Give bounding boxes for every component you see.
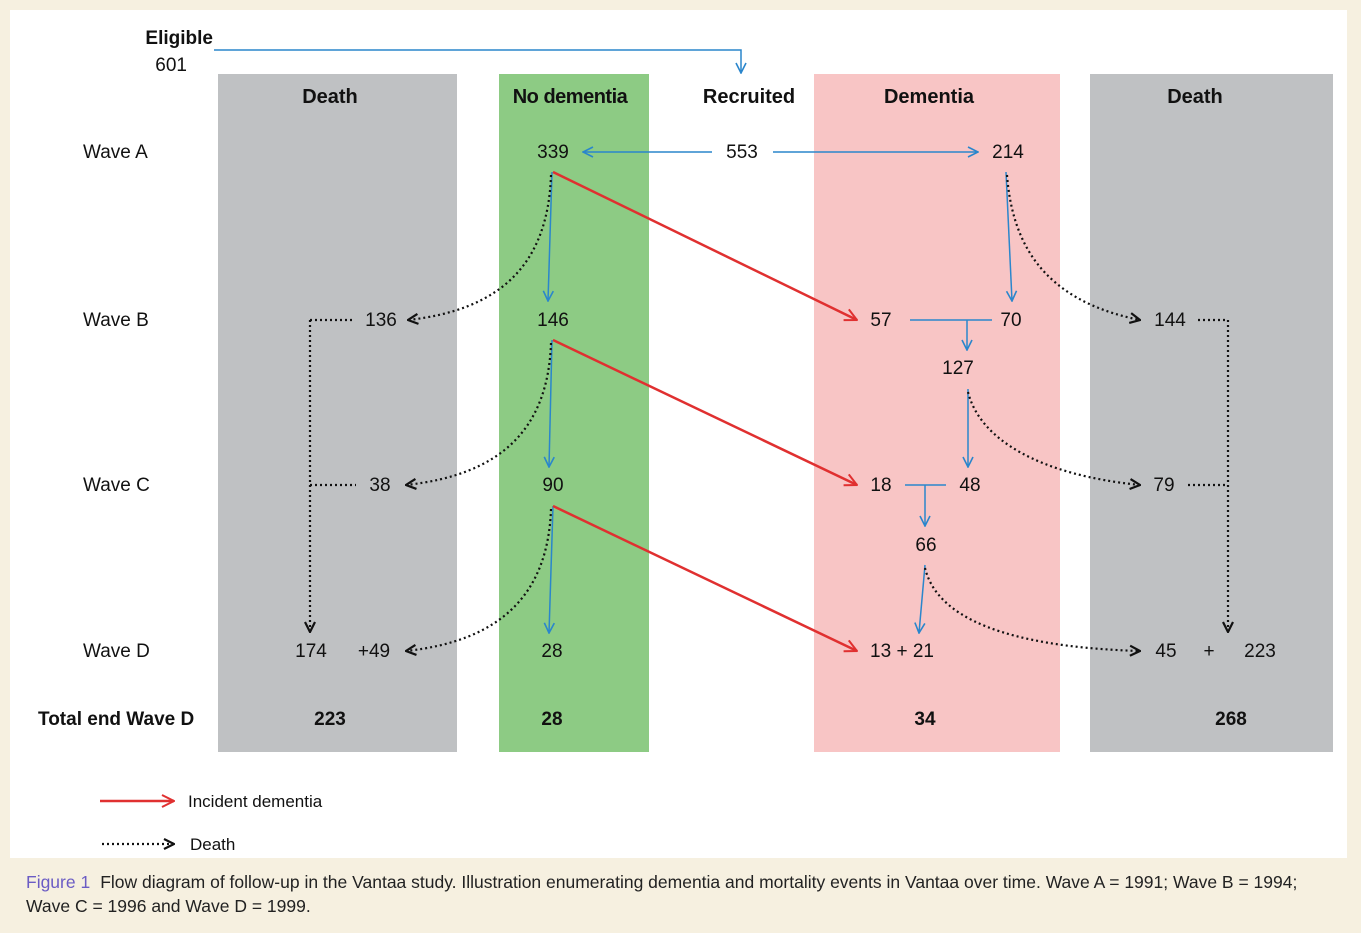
- incident-b-to-c-arrow: [552, 338, 857, 485]
- no-dementia-a-to-b-arrow: [548, 171, 552, 301]
- death-no-dementia-b-to-c: [406, 342, 553, 485]
- death-dementia-c-to-d: [923, 567, 1140, 651]
- d-no-dementia-count: 28: [541, 641, 563, 662]
- c-prevalent-count: 48: [959, 475, 981, 496]
- c-no-dementia-count: 90: [542, 475, 564, 496]
- a-dementia-count: 214: [992, 142, 1024, 163]
- no-dementia-header: No dementia: [512, 86, 628, 108]
- death-dementia-a-to-b: [1005, 174, 1140, 320]
- death-right-header: Death: [1167, 86, 1223, 108]
- death-no-dementia-c-to-d: [406, 508, 553, 651]
- incident-c-to-d-arrow: [552, 504, 857, 651]
- total-death-right: 268: [1215, 709, 1247, 730]
- d-plus-sign: +: [1203, 641, 1215, 662]
- b-prevalent-count: 70: [1000, 310, 1022, 331]
- c-incident-count: 18: [870, 475, 892, 496]
- no-dementia-column: [499, 74, 649, 752]
- dementia-c-to-d-arrow: [919, 564, 926, 633]
- dementia-column: [814, 74, 1060, 752]
- total-label: Total end Wave D: [38, 709, 195, 730]
- d-death-right-cumulative: 223: [1244, 641, 1276, 662]
- incident-a-to-b-arrow: [552, 170, 857, 320]
- wave-c-label: Wave C: [83, 475, 150, 496]
- c-death-left-count: 38: [369, 475, 391, 496]
- no-dementia-c-to-d-arrow: [549, 505, 553, 633]
- death-left-header: Death: [302, 86, 358, 108]
- c-dementia-total-count: 66: [915, 535, 937, 556]
- death-no-dementia-a-to-b: [408, 174, 553, 320]
- figure-label: Figure 1: [26, 872, 91, 892]
- no-dementia-b-to-c-arrow: [549, 339, 552, 467]
- eligible-count: 601: [155, 55, 187, 76]
- death-dementia-b-to-c: [966, 391, 1140, 485]
- dementia-a-to-b-arrow: [1005, 171, 1012, 301]
- b-incident-count: 57: [870, 310, 892, 331]
- legend-death-label: Death: [190, 835, 236, 854]
- wave-d-label: Wave D: [83, 641, 150, 662]
- death-right-column: [1090, 74, 1333, 752]
- total-death-left: 223: [314, 709, 346, 730]
- b-no-dementia-count: 146: [537, 310, 569, 331]
- wave-b-label: Wave B: [83, 310, 149, 331]
- d-death-left-new: +49: [357, 641, 391, 662]
- legend-incident-label: Incident dementia: [188, 792, 323, 811]
- b-dementia-total-count: 127: [942, 358, 974, 379]
- b-death-left-count: 136: [365, 310, 397, 331]
- d-death-left-cumulative: 174: [295, 641, 327, 662]
- total-dementia: 34: [914, 709, 936, 730]
- dementia-header: Dementia: [883, 86, 975, 108]
- a-no-dementia-count: 339: [537, 142, 569, 163]
- wave-a-label: Wave A: [83, 142, 148, 163]
- d-dementia-count: 13 + 21: [870, 641, 934, 662]
- a-recruited-count: 553: [726, 142, 758, 163]
- b-death-right-count: 144: [1154, 310, 1186, 331]
- d-death-right-new: 45: [1155, 641, 1177, 662]
- caption-text: Flow diagram of follow-up in the Vantaa …: [26, 872, 1298, 916]
- death-left-column: [218, 74, 457, 752]
- eligible-to-recruited-arrow: [214, 49, 741, 73]
- eligible-label: Eligible: [145, 28, 213, 49]
- c-death-right-count: 79: [1153, 475, 1175, 496]
- figure-caption: Figure 1 Flow diagram of follow-up in the…: [26, 870, 1336, 918]
- total-no-dementia: 28: [541, 709, 563, 730]
- recruited-header: Recruited: [702, 86, 796, 108]
